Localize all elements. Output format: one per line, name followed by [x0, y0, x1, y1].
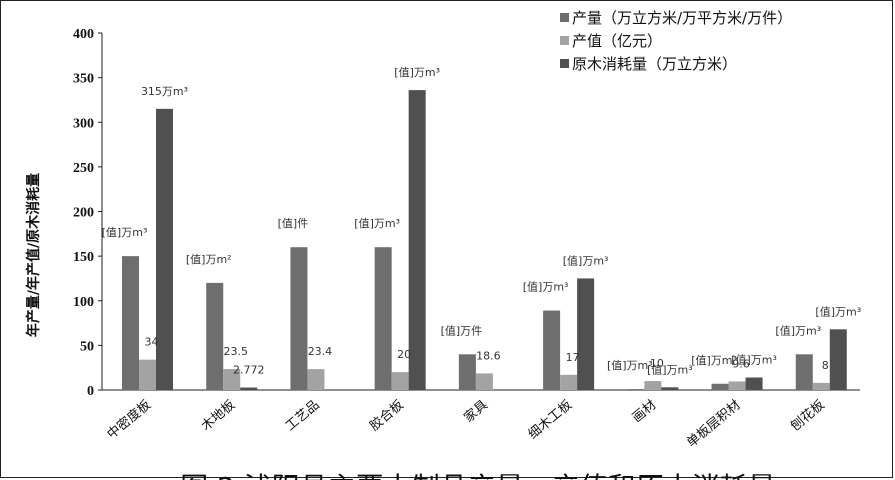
- bar: [795, 354, 813, 390]
- bar: [812, 382, 830, 390]
- data-label: 34: [145, 336, 159, 349]
- y-tick-label: 150: [73, 250, 94, 265]
- bar: [661, 387, 679, 390]
- bar: [139, 359, 156, 390]
- x-tick-label: 胶合板: [367, 397, 407, 434]
- data-label: [值]万m³: [523, 281, 569, 294]
- data-labels: [值]万m³ 34 315万m³ [值]万m² 23.5 2.772 [值]件 23.4 [值]…: [102, 66, 861, 376]
- data-label: [值]万m³: [647, 363, 693, 376]
- x-tick-label: 工艺品: [283, 398, 323, 435]
- x-tick-label: 家具: [461, 397, 491, 426]
- y-tick-label: 0: [87, 384, 94, 399]
- y-axis-title: 年产量/年产值/原木消耗量: [25, 173, 42, 337]
- legend-swatch: [560, 13, 569, 22]
- y-axis: 0 50 100 150 200 250 300 350 400: [73, 27, 103, 399]
- bar: [577, 278, 595, 390]
- x-tick-label: 细木工板: [526, 398, 575, 443]
- x-axis: 中密度板 木地板 工艺品 胶合板 家具 细木工板 画材 单板层积材 刨花板: [102, 389, 860, 451]
- legend-entry: 原木消耗量（万立方米）: [572, 55, 737, 73]
- bar: [475, 373, 493, 390]
- x-tick-label: 画材: [630, 398, 660, 426]
- data-label: 20: [397, 348, 411, 361]
- data-label: [值]万m³: [102, 226, 148, 239]
- data-label: [值]万m³: [563, 254, 609, 267]
- data-label: 9.6: [732, 357, 750, 370]
- data-label: [值]万m³: [731, 354, 777, 367]
- chart-title: 图 2 沭阳县主要木制品产量、产值和原木消耗量: [180, 471, 776, 480]
- y-tick-label: 50: [80, 339, 94, 354]
- legend-swatch: [560, 59, 569, 68]
- data-label: 23.5: [223, 345, 248, 358]
- x-tick-label: 中密度板: [104, 397, 154, 443]
- bar: [223, 369, 241, 390]
- y-tick-label: 200: [73, 206, 94, 221]
- bar: [745, 377, 763, 390]
- y-tick-label: 350: [73, 72, 94, 87]
- bar: [627, 389, 645, 390]
- data-label: [值]万m³: [354, 217, 400, 230]
- bar: [728, 381, 746, 390]
- data-label: [值]万m³: [607, 359, 653, 372]
- bar: [829, 329, 847, 390]
- data-label: [值]万件: [441, 324, 483, 337]
- data-label: 315万m³: [141, 85, 188, 98]
- data-label: [值]万m³: [815, 305, 861, 318]
- y-tick-label: 400: [73, 27, 94, 42]
- data-label: 17: [566, 351, 580, 364]
- y-tick-label: 250: [73, 161, 94, 176]
- data-label: 8: [822, 359, 829, 372]
- bar: [122, 256, 139, 390]
- data-label: [值]万m³: [691, 354, 737, 367]
- data-label: [值]万m³: [394, 66, 440, 79]
- legend-entry: 产值（亿元）: [572, 32, 662, 50]
- bar: [458, 354, 476, 390]
- data-label: 23.4: [308, 345, 333, 358]
- data-label: 18.6: [476, 349, 501, 362]
- bar: [240, 387, 258, 390]
- x-tick-label: 单板层积材: [684, 398, 743, 451]
- data-label: [值]万m²: [186, 253, 232, 266]
- x-tick-label: 刨花板: [788, 397, 828, 434]
- data-label: 10: [650, 357, 664, 370]
- data-label: [值]件: [278, 217, 309, 230]
- bar: [711, 383, 729, 390]
- bar: [408, 90, 426, 391]
- bar: [206, 282, 224, 390]
- y-tick-label: 100: [73, 295, 94, 310]
- legend: 产量（万立方米/万平方米/万件） 产值（亿元） 原木消耗量（万立方米）: [560, 9, 792, 73]
- bars: [122, 90, 847, 391]
- legend-entry: 产量（万立方米/万平方米/万件）: [572, 9, 792, 27]
- data-label: 2.772: [233, 364, 265, 377]
- bar: [374, 247, 392, 390]
- bar: [290, 247, 308, 390]
- bar: [156, 108, 173, 391]
- bar: [644, 381, 662, 390]
- bar: [307, 369, 325, 390]
- bar: [560, 374, 578, 390]
- y-tick-label: 300: [73, 116, 94, 131]
- bar: [391, 372, 409, 390]
- bar: [543, 310, 561, 390]
- data-label: [值]万m³: [775, 324, 821, 337]
- x-tick-label: 木地板: [199, 398, 239, 435]
- legend-swatch: [560, 36, 569, 45]
